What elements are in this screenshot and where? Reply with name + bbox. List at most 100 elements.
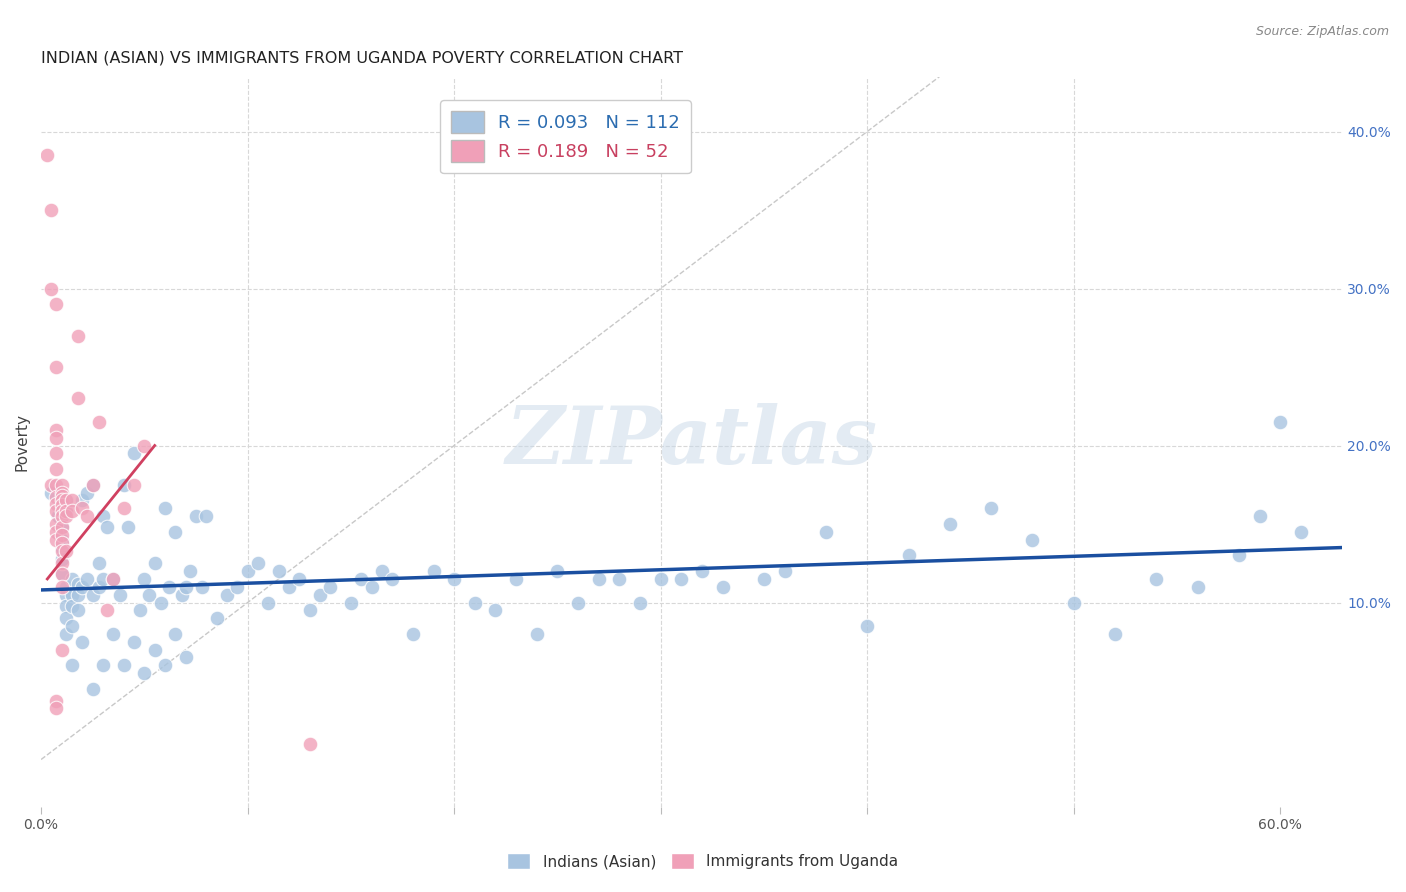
Text: INDIAN (ASIAN) VS IMMIGRANTS FROM UGANDA POVERTY CORRELATION CHART: INDIAN (ASIAN) VS IMMIGRANTS FROM UGANDA… — [41, 51, 683, 66]
Point — [103, 572, 125, 586]
Point — [55, 611, 77, 625]
Point — [174, 650, 197, 665]
Point — [67, 576, 90, 591]
Point — [464, 595, 486, 609]
Point — [226, 580, 249, 594]
Point — [67, 588, 90, 602]
Point — [122, 634, 145, 648]
Point — [51, 498, 73, 512]
Point — [55, 543, 77, 558]
Point — [45, 524, 67, 539]
Point — [60, 572, 83, 586]
Point — [1187, 580, 1209, 594]
Point — [402, 627, 425, 641]
Point — [381, 572, 404, 586]
Point — [112, 477, 135, 491]
Point — [41, 485, 63, 500]
Point — [298, 737, 321, 751]
Point — [526, 627, 548, 641]
Point — [856, 619, 879, 633]
Point — [60, 619, 83, 633]
Point — [37, 148, 59, 162]
Point — [51, 504, 73, 518]
Point — [55, 504, 77, 518]
Legend: Indians (Asian), Immigrants from Uganda: Indians (Asian), Immigrants from Uganda — [502, 847, 904, 875]
Point — [45, 423, 67, 437]
Point — [117, 520, 139, 534]
Point — [41, 281, 63, 295]
Point — [138, 588, 160, 602]
Point — [671, 572, 693, 586]
Point — [371, 564, 394, 578]
Point — [752, 572, 775, 586]
Point — [51, 533, 73, 547]
Point — [129, 603, 152, 617]
Point — [170, 588, 193, 602]
Point — [51, 489, 73, 503]
Point — [103, 572, 125, 586]
Point — [55, 493, 77, 508]
Point — [51, 580, 73, 594]
Point — [55, 588, 77, 602]
Point — [278, 580, 301, 594]
Point — [51, 567, 73, 582]
Point — [179, 564, 201, 578]
Point — [96, 520, 118, 534]
Point — [350, 572, 373, 586]
Point — [51, 493, 73, 508]
Point — [360, 580, 382, 594]
Point — [157, 580, 180, 594]
Point — [1227, 549, 1250, 563]
Point — [103, 627, 125, 641]
Point — [76, 572, 98, 586]
Point — [72, 501, 94, 516]
Point — [67, 328, 90, 343]
Point — [422, 564, 444, 578]
Point — [45, 359, 67, 374]
Point — [939, 516, 962, 531]
Point — [45, 446, 67, 460]
Point — [55, 627, 77, 641]
Point — [298, 603, 321, 617]
Point — [76, 485, 98, 500]
Point — [91, 572, 114, 586]
Point — [51, 543, 73, 558]
Point — [1249, 509, 1271, 524]
Point — [628, 595, 651, 609]
Point — [897, 549, 920, 563]
Point — [814, 524, 837, 539]
Point — [46, 509, 69, 524]
Point — [51, 520, 73, 534]
Point — [51, 556, 73, 570]
Point — [45, 700, 67, 714]
Point — [55, 599, 77, 613]
Point — [484, 603, 506, 617]
Point — [1270, 415, 1292, 429]
Point — [340, 595, 363, 609]
Point — [112, 658, 135, 673]
Point — [51, 477, 73, 491]
Text: ZIPatlas: ZIPatlas — [506, 403, 877, 480]
Point — [45, 516, 67, 531]
Point — [96, 603, 118, 617]
Point — [60, 588, 83, 602]
Point — [45, 504, 67, 518]
Point — [246, 556, 269, 570]
Point — [1289, 524, 1312, 539]
Point — [51, 551, 73, 566]
Point — [55, 493, 77, 508]
Point — [45, 491, 67, 505]
Point — [72, 634, 94, 648]
Point — [51, 536, 73, 550]
Point — [60, 493, 83, 508]
Point — [134, 438, 156, 452]
Point — [91, 509, 114, 524]
Point — [45, 533, 67, 547]
Point — [505, 572, 527, 586]
Point — [309, 588, 332, 602]
Point — [45, 462, 67, 476]
Point — [567, 595, 589, 609]
Point — [149, 595, 172, 609]
Point — [546, 564, 568, 578]
Point — [319, 580, 342, 594]
